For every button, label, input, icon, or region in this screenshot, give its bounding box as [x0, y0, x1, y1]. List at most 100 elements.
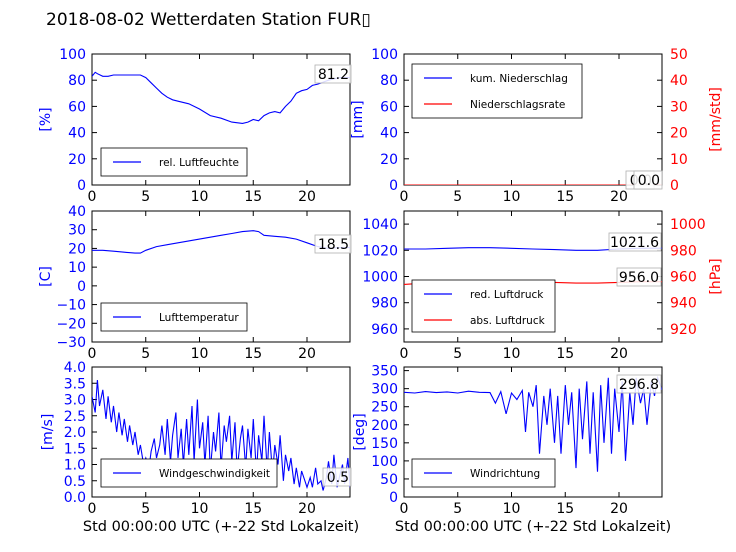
pressure-ytick-right-label: 940	[670, 296, 697, 312]
pressure-value-readout-box	[608, 232, 662, 252]
precip-ytick-right-label: 40	[670, 73, 688, 89]
wind_direction-ytick-label: 200	[371, 418, 398, 434]
precip-ytick-right-label: 50	[670, 47, 688, 63]
precip-ytick-right-label: 20	[670, 126, 688, 142]
pressure-xtick-label: 15	[556, 346, 574, 362]
wind_speed-ytick-label: 1.5	[64, 441, 86, 457]
precip-ytick-label: 100	[371, 47, 398, 63]
wind_speed-xlabel: Std 00:00:00 UTC (+-22 Std Lokalzeit)	[83, 519, 359, 535]
humidity-legend-label-0: rel. Luftfeuchte	[159, 157, 239, 169]
wind_direction-ytick-label: 300	[371, 382, 398, 398]
wind_speed-ytick-label: 1.0	[64, 458, 86, 474]
precip-ytick-label: 40	[380, 126, 398, 142]
precip-legend-box	[411, 63, 583, 119]
pressure-ytick-label: 980	[371, 296, 398, 312]
wind_direction-xtick-label: 0	[400, 501, 409, 517]
pressure-ytick-right-label: 920	[670, 322, 697, 338]
humidity-xtick-label: 20	[298, 189, 316, 205]
humidity-ytick-label: 0	[77, 178, 86, 194]
temperature-ytick-label: 30	[68, 223, 86, 239]
precip-xtick-label: 10	[503, 189, 521, 205]
wind_direction-xtick-label: 15	[556, 501, 574, 517]
humidity-ytick-label: 100	[59, 47, 86, 63]
precip-ylabel: [mm]	[350, 100, 366, 138]
figure-title: 2018-08-02 Wetterdaten Station FUR▯	[46, 10, 371, 30]
wind_speed-value-readout: 0.5	[327, 470, 349, 486]
humidity-ylabel: [%]	[38, 107, 54, 131]
humidity-value-readout-box	[314, 64, 352, 84]
temperature-xtick-label: 10	[191, 346, 209, 362]
pressure-value-readout-2-box	[616, 267, 662, 287]
wind_direction-value-readout-box	[616, 374, 662, 394]
wind_speed-legend-label-0: Windgeschwindigkeit	[159, 468, 270, 480]
precip-legend-label-1: Niederschlagsrate	[470, 99, 565, 111]
precip-xtick-label: 20	[610, 189, 628, 205]
precip-value-readout-2-box	[633, 170, 663, 190]
pressure-xtick-label: 0	[400, 346, 409, 362]
temperature-value-readout: 18.5	[318, 237, 349, 253]
precip-ytick-label: 60	[380, 99, 398, 115]
wind_direction-series-0-line	[404, 375, 662, 472]
humidity-xtick-label: 10	[191, 189, 209, 205]
precip-ytick-right-label: 10	[670, 152, 688, 168]
precip-ytick-label: 80	[380, 73, 398, 89]
precip-ytick-label: 20	[380, 152, 398, 168]
wind_direction-ytick-label: 50	[380, 472, 398, 488]
humidity-ytick-label: 60	[68, 99, 86, 115]
humidity-xtick-label: 15	[244, 189, 262, 205]
precip-xtick-label: 15	[556, 189, 574, 205]
temperature-chart: 0 5 10 15 20 −30 −20 −10 0 10 20 30 40 [C] Lufttempera…	[38, 204, 352, 362]
wind_direction-xtick-label: 5	[453, 501, 462, 517]
humidity-ytick-label: 20	[68, 152, 86, 168]
wind_speed-ytick-label: 0.5	[64, 474, 86, 490]
pressure-ylabel-right: [hPa]	[708, 258, 724, 294]
pressure-ytick-label: 1020	[362, 243, 398, 259]
humidity-chart: 0 5 10 15 20 0 20 40 60 80 100 [%] rel. Luftfeuchte 8…	[38, 47, 352, 205]
wind_direction-chart: 0 5 10 15 20050100150200250300350[deg]Windri…	[352, 364, 671, 535]
pressure-value-readout-2: 956.0	[619, 270, 659, 286]
precip-ylabel-right: [mm/std]	[708, 87, 724, 152]
temperature-ytick-label: −20	[56, 316, 86, 332]
precip-xtick-label: 5	[453, 189, 462, 205]
wind_speed-ylabel: [m/s]	[40, 414, 56, 451]
temperature-ytick-label: −10	[56, 298, 86, 314]
wind_speed-ytick-label: 2.0	[64, 425, 86, 441]
wind_speed-xtick-label: 20	[298, 501, 316, 517]
temperature-value-readout-box	[314, 234, 352, 254]
wind_speed-chart: 0 5 10 15 200.00.51.01.52.02.53.03.54.0[m/s]…	[40, 360, 359, 535]
pressure-xtick-label: 10	[503, 346, 521, 362]
temperature-xtick-label: 5	[141, 346, 150, 362]
precip-legend-label-0: kum. Niederschlag	[470, 73, 568, 85]
pressure-legend-box	[411, 279, 556, 333]
pressure-chart: 0 5 10 15 20 960 980 1000 1020 1040 920 940 960 980 10…	[362, 210, 724, 362]
precip-xtick-label: 0	[400, 189, 409, 205]
wind_direction-ytick-label: 100	[371, 454, 398, 470]
pressure-xtick-label: 5	[453, 346, 462, 362]
precip-ytick-right-label: 0	[670, 178, 679, 194]
wind_speed-xtick-label: 5	[141, 501, 150, 517]
wind_direction-ytick-label: 350	[371, 364, 398, 380]
wind_direction-ylabel: [deg]	[352, 413, 368, 450]
wind_speed-ytick-label: 0.0	[64, 490, 86, 506]
wind_direction-xlabel: Std 00:00:00 UTC (+-22 Std Lokalzeit)	[395, 519, 671, 535]
precip-ytick-right-label: 30	[670, 99, 688, 115]
humidity-ytick-label: 40	[68, 126, 86, 142]
pressure-ytick-right-label: 1000	[670, 217, 706, 233]
pressure-ytick-right-label: 980	[670, 243, 697, 259]
wind_speed-ytick-label: 4.0	[64, 360, 86, 376]
pressure-ytick-label: 1040	[362, 217, 398, 233]
humidity-xtick-label: 0	[88, 189, 97, 205]
temperature-series-0-line	[92, 230, 350, 254]
wind_direction-legend-label-0: Windrichtung	[470, 468, 540, 480]
pressure-xtick-label: 20	[610, 346, 628, 362]
wind_direction-ytick-label: 250	[371, 400, 398, 416]
temperature-xtick-label: 20	[298, 346, 316, 362]
wind_speed-xtick-label: 10	[191, 501, 209, 517]
temperature-ytick-label: 20	[68, 241, 86, 257]
temperature-legend-label-0: Lufttemperatur	[159, 312, 239, 324]
precip-chart: 0 5 10 15 20 0 20 40 60 80 100 [mm] 0 10 20 30 40 50 [mm/s…	[350, 47, 724, 205]
temperature-xtick-label: 0	[88, 346, 97, 362]
wind_speed-ytick-label: 3.5	[64, 376, 86, 392]
